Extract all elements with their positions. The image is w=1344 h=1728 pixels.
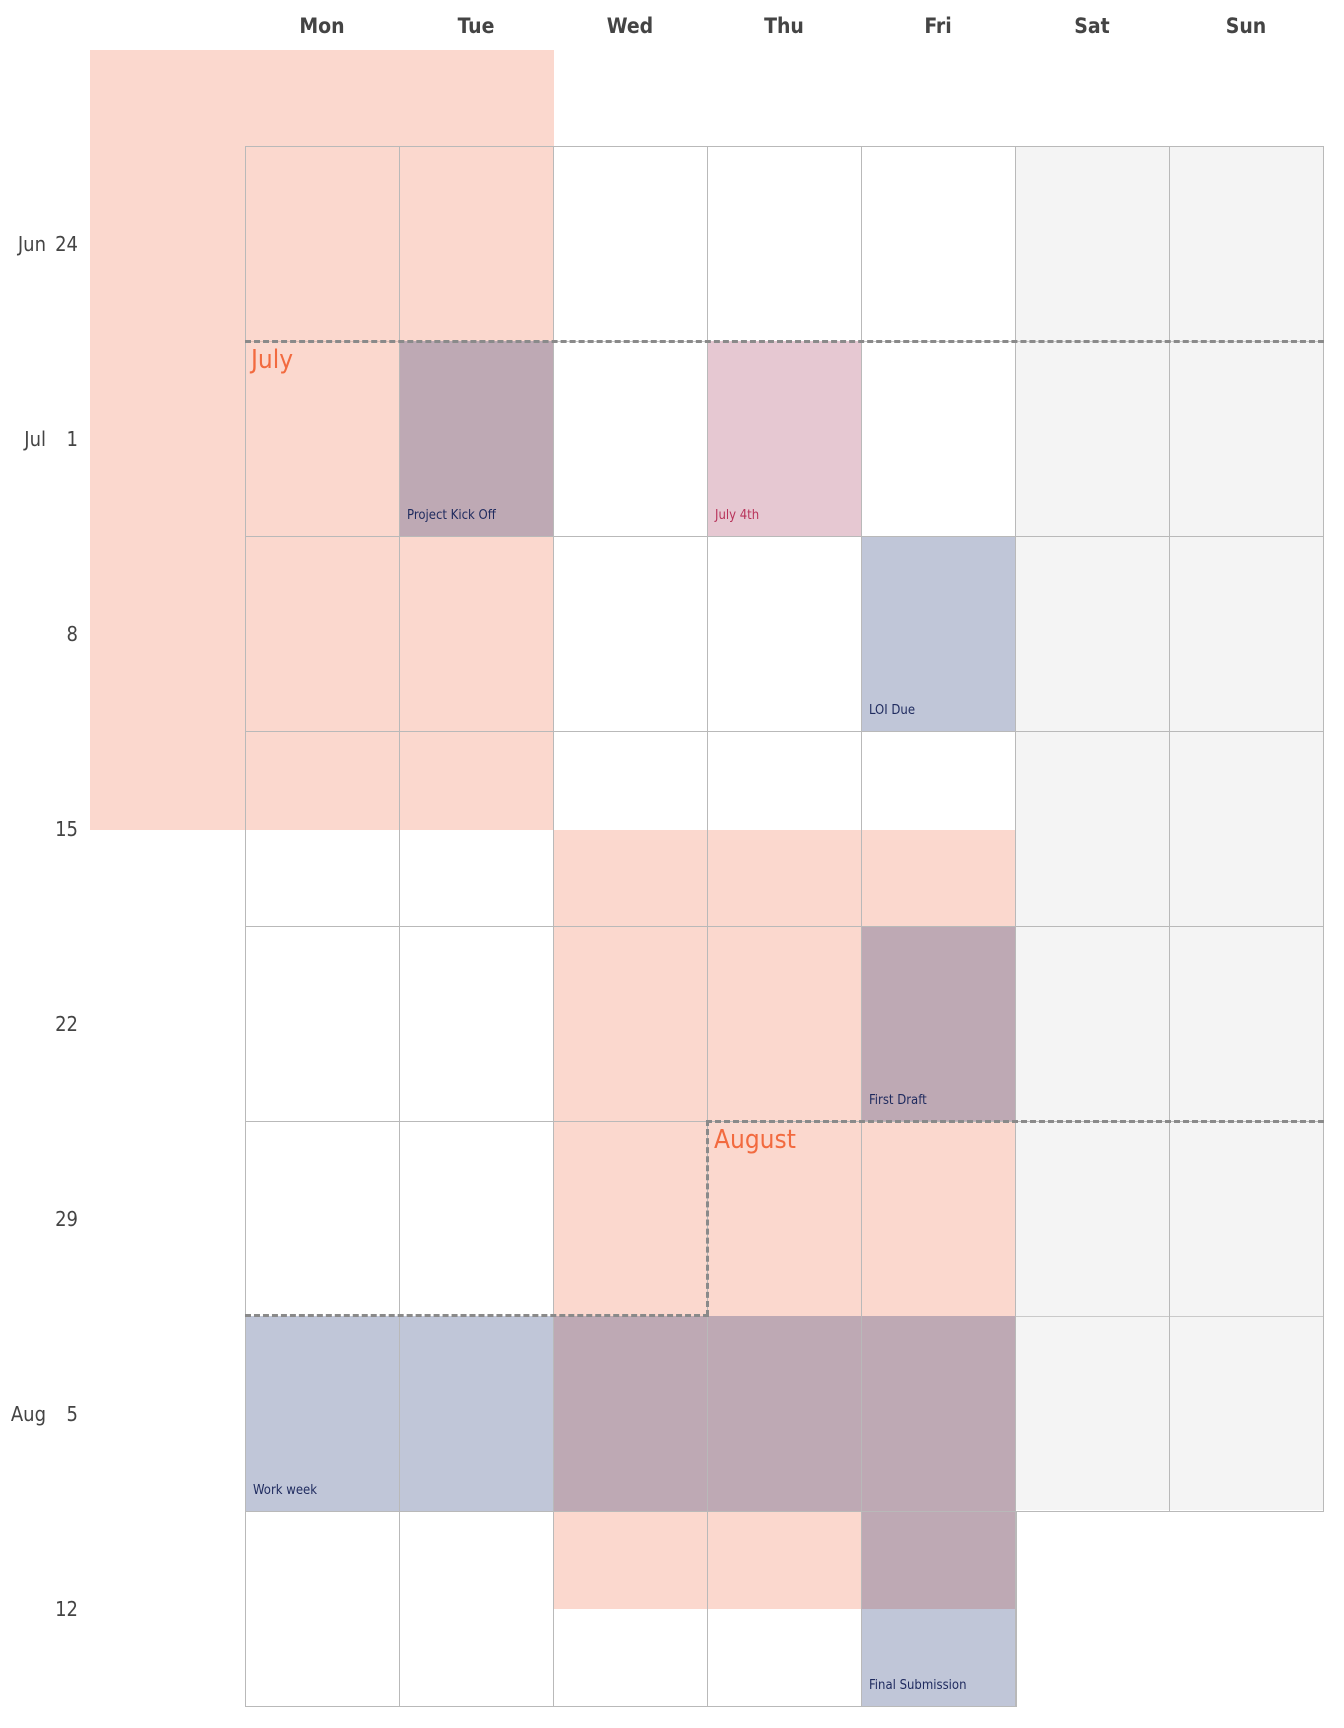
day-header-tue: Tue bbox=[457, 14, 495, 38]
month-boundary-line bbox=[245, 1314, 709, 1317]
event-project-kick-off-tint: Project Kick Off bbox=[399, 341, 554, 537]
row-month: Aug bbox=[10, 1402, 46, 1426]
event-label: LOI Due bbox=[869, 703, 916, 718]
event-final-submission[interactable]: Final Submission bbox=[861, 1609, 1016, 1707]
month-boundary-line bbox=[245, 340, 1324, 343]
row-label: Jul 1 bbox=[0, 427, 78, 451]
grid-outline bbox=[245, 146, 1324, 1512]
day-header-thu: Thu bbox=[764, 14, 804, 38]
grid-line bbox=[245, 731, 1324, 732]
row-day: 12 bbox=[55, 1597, 78, 1621]
row-day: 29 bbox=[55, 1207, 78, 1231]
event-loi-due[interactable]: LOI Due bbox=[861, 536, 1016, 732]
row-label: 29 bbox=[0, 1207, 78, 1231]
event-work-week-tint bbox=[553, 1316, 1016, 1512]
row-label: 22 bbox=[0, 1012, 78, 1036]
month-label-august: August bbox=[714, 1125, 796, 1155]
grid-outline-last-row bbox=[245, 1511, 1017, 1707]
grid-line bbox=[245, 926, 1324, 927]
event-label: First Draft bbox=[869, 1093, 927, 1108]
event-label: Work week bbox=[253, 1483, 317, 1498]
grid-line bbox=[245, 1511, 1324, 1512]
event-label: Final Submission bbox=[869, 1678, 967, 1693]
row-label: Jun 24 bbox=[0, 232, 78, 256]
event-final-submission-tint bbox=[861, 1511, 1016, 1609]
row-label: 8 bbox=[0, 622, 78, 646]
row-day: 5 bbox=[66, 1402, 78, 1426]
row-label: 12 bbox=[0, 1597, 78, 1621]
grid-line bbox=[1169, 146, 1170, 1512]
day-header-sat: Sat bbox=[1074, 14, 1110, 38]
event-july-4th[interactable]: July 4th bbox=[707, 341, 862, 537]
row-day: 1 bbox=[66, 427, 78, 451]
day-header-wed: Wed bbox=[606, 14, 654, 38]
month-label-july: July bbox=[251, 345, 294, 375]
row-label: Aug 5 bbox=[0, 1402, 78, 1426]
row-day: 24 bbox=[55, 232, 78, 256]
month-boundary-line bbox=[706, 1120, 1324, 1123]
row-day: 8 bbox=[66, 622, 78, 646]
row-month: Jul bbox=[24, 427, 46, 451]
row-day: 15 bbox=[55, 817, 78, 841]
row-label: 15 bbox=[0, 817, 78, 841]
event-label: Project Kick Off bbox=[407, 508, 496, 523]
grid-line bbox=[245, 536, 1324, 537]
day-header-sun: Sun bbox=[1225, 14, 1267, 38]
day-header-fri: Fri bbox=[924, 14, 952, 38]
row-day: 22 bbox=[55, 1012, 78, 1036]
month-boundary-line bbox=[706, 1120, 709, 1316]
event-first-draft-tint: First Draft bbox=[861, 926, 1016, 1122]
row-month: Jun bbox=[17, 232, 46, 256]
event-label: July 4th bbox=[715, 508, 760, 523]
day-header-mon: Mon bbox=[299, 14, 345, 38]
